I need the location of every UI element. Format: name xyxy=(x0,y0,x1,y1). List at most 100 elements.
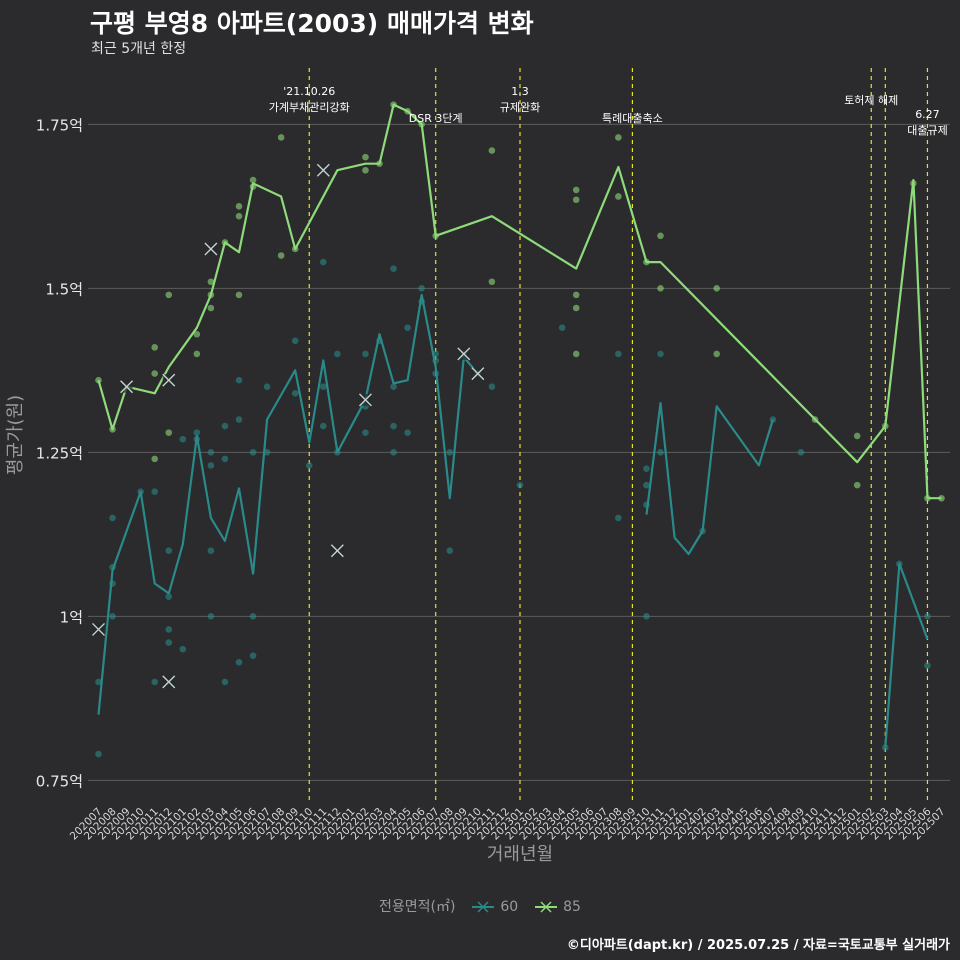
data-point xyxy=(657,350,664,358)
data-point xyxy=(207,449,215,456)
data-point xyxy=(572,350,580,358)
data-point xyxy=(446,547,454,555)
cross-marker xyxy=(162,675,176,689)
data-point xyxy=(390,265,397,272)
data-point xyxy=(151,344,158,351)
data-point xyxy=(572,304,580,312)
data-point xyxy=(615,193,622,200)
data-point xyxy=(207,278,215,286)
event-annotation-text: 6.27 xyxy=(915,108,940,121)
data-point xyxy=(95,750,102,758)
data-point xyxy=(853,481,861,489)
data-point xyxy=(488,147,496,154)
event-annotation-text: 특례대출축소 xyxy=(602,112,663,125)
series-line xyxy=(645,402,774,556)
data-point xyxy=(151,370,158,377)
data-point xyxy=(924,613,931,620)
data-point xyxy=(221,422,229,430)
data-point xyxy=(193,350,201,358)
data-point xyxy=(390,383,397,391)
grid-layer xyxy=(88,123,950,781)
data-point xyxy=(109,514,116,522)
data-point xyxy=(165,593,173,600)
data-point xyxy=(390,422,397,430)
data-point xyxy=(516,481,524,489)
legend-label-60: 60 xyxy=(500,899,519,915)
cross-marker xyxy=(471,367,485,381)
data-point xyxy=(249,652,257,659)
data-point xyxy=(362,153,369,161)
legend-item-60: 60 xyxy=(470,899,518,915)
data-point xyxy=(207,547,215,555)
data-point xyxy=(320,383,327,391)
data-point xyxy=(572,291,580,299)
cross-marker xyxy=(120,380,134,394)
data-point xyxy=(713,350,720,358)
data-point xyxy=(277,134,285,141)
series-line xyxy=(884,562,929,748)
chart-subtitle: 최근 5개년 한정 xyxy=(91,41,187,57)
data-point xyxy=(263,449,271,456)
data-point xyxy=(643,481,650,489)
data-point xyxy=(235,291,243,299)
y-tick-label: 1.25억 xyxy=(36,444,83,462)
event-annotation-text: 대출규제 xyxy=(907,124,947,137)
data-point xyxy=(95,376,102,384)
data-point xyxy=(221,455,229,463)
x-axis-label: 거래년월 xyxy=(487,844,553,865)
legend-swatch-85 xyxy=(534,901,557,913)
data-point xyxy=(151,678,158,686)
data-point xyxy=(207,462,215,469)
data-point xyxy=(109,613,116,620)
y-tick-label: 1.5억 xyxy=(45,280,83,298)
data-point xyxy=(404,429,411,436)
data-point xyxy=(488,383,496,391)
chart-caption: ©디아파트(dapt.kr) / 2025.07.25 / 자료=국토교통부 실… xyxy=(566,938,950,953)
series-60 xyxy=(92,258,931,758)
data-point xyxy=(334,350,341,358)
data-point xyxy=(643,613,650,620)
data-point xyxy=(95,678,102,686)
data-point xyxy=(390,449,397,456)
cross-marker xyxy=(358,393,372,407)
series-line xyxy=(97,103,942,500)
series-85 xyxy=(95,101,945,502)
data-point xyxy=(615,514,622,522)
data-point xyxy=(165,626,173,633)
legend-item-85: 85 xyxy=(533,899,581,915)
event-annotation-text: 규제완화 xyxy=(500,101,540,114)
data-point xyxy=(151,455,158,463)
data-point xyxy=(320,258,327,266)
y-axis-label: 평균가(원) xyxy=(5,395,26,475)
data-point xyxy=(615,350,622,358)
data-point xyxy=(488,278,496,286)
legend-swatch-60 xyxy=(471,901,494,913)
event-annotation-text: '21.10.26 xyxy=(283,85,335,98)
series-layer xyxy=(92,101,945,758)
series-line xyxy=(97,293,479,715)
data-point xyxy=(235,212,243,220)
data-point xyxy=(924,662,931,669)
data-point xyxy=(235,416,243,423)
data-point xyxy=(235,658,243,666)
event-annotation-text: 가계부채관리강화 xyxy=(269,101,350,114)
data-point xyxy=(165,291,173,299)
data-point xyxy=(657,285,664,292)
data-point xyxy=(362,429,369,436)
data-point xyxy=(643,465,650,473)
data-point xyxy=(165,547,173,555)
data-point xyxy=(235,203,243,210)
data-point xyxy=(207,304,215,312)
axes: 0.75억1억1.25억1.5억1.75억2020072020082020092… xyxy=(36,116,948,842)
data-point xyxy=(277,252,285,259)
data-point xyxy=(418,285,425,292)
data-point xyxy=(221,678,229,686)
data-point xyxy=(572,186,580,194)
data-point xyxy=(615,134,622,141)
data-point xyxy=(320,422,327,430)
cross-marker xyxy=(92,622,105,636)
data-point xyxy=(446,449,454,456)
chart-legend: 전용면적(㎡) 60 85 xyxy=(0,896,960,916)
